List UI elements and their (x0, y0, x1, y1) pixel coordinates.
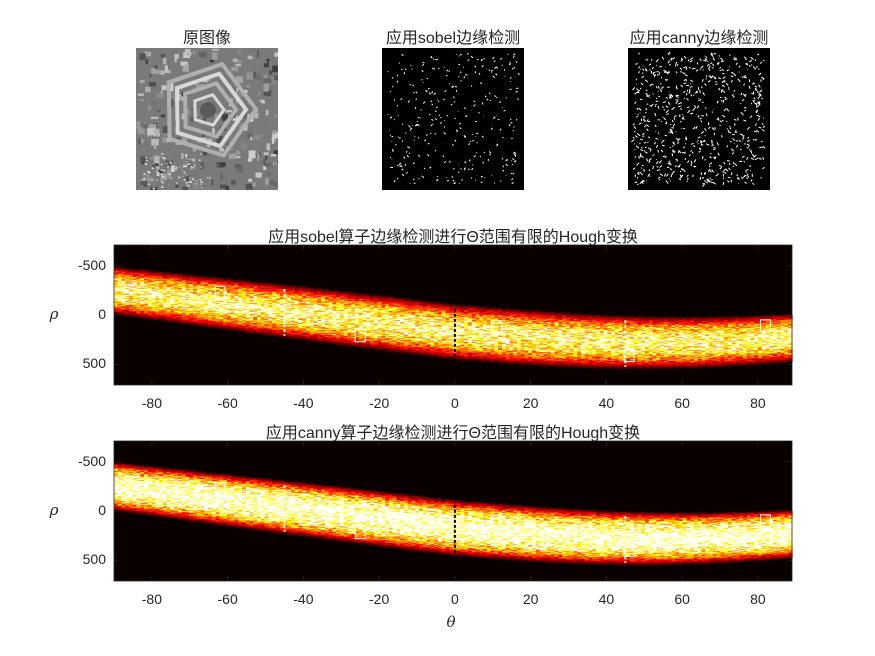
x-tick-label-2: -40 (293, 591, 313, 607)
x-tick-label-6: 40 (599, 395, 615, 411)
hough-peak-marker-4 (759, 319, 771, 333)
hough-peak-marker-4 (691, 530, 703, 544)
y-tick-label-2: 500 (83, 355, 106, 371)
x-axis-label: θ (446, 613, 455, 631)
x-tick-label-2: -40 (293, 395, 313, 411)
x-tick-label-8: 80 (750, 395, 766, 411)
y-axis-label: ρ (50, 305, 59, 323)
x-tick-label-8: 80 (750, 591, 766, 607)
hough-peak-marker-5 (759, 514, 771, 528)
x-tick-label-6: 40 (599, 591, 615, 607)
y-tick-label-2: 500 (83, 551, 106, 567)
canny-edge-map (631, 51, 766, 188)
hough-peak-marker-0 (214, 285, 226, 299)
hough-peak-marker-3 (623, 543, 635, 557)
x-tick-label-7: 60 (674, 395, 690, 411)
canny-edge-image (628, 48, 770, 190)
hough-peak-marker-1 (354, 526, 366, 540)
sobel-edge-map (387, 52, 520, 185)
hough-peak-marker-2 (491, 320, 503, 334)
y-tick-label-0: -500 (78, 257, 106, 273)
hough-peak-marker-2 (491, 514, 503, 528)
hough-canny-title: 应用canny算子边缘检测进行Θ范围有限的Hough变换 (114, 419, 792, 443)
x-tick-label-0: -80 (142, 591, 162, 607)
x-tick-label-0: -80 (142, 395, 162, 411)
y-tick-label-0: -500 (78, 453, 106, 469)
y-tick-label-1: 0 (98, 306, 106, 322)
x-tick-label-1: -60 (218, 395, 238, 411)
x-tick-label-7: 60 (674, 591, 690, 607)
x-tick-label-4: 0 (451, 395, 459, 411)
pentagon-aerial-photo (136, 48, 278, 190)
y-axis-label: ρ (50, 501, 59, 519)
x-tick-label-4: 0 (451, 591, 459, 607)
hough-sobel-title: 应用sobel算子边缘检测进行Θ范围有限的Hough变换 (114, 223, 792, 247)
hough-peak-marker-0 (214, 481, 226, 495)
x-tick-label-5: 20 (523, 591, 539, 607)
sobel-edge-image (382, 48, 524, 190)
x-tick-label-1: -60 (218, 591, 238, 607)
y-tick-label-1: 0 (98, 502, 106, 518)
sobel-image-title: 应用sobel边缘检测 (382, 24, 524, 48)
canny-image-title: 应用canny边缘检测 (628, 24, 770, 48)
hough-peak-marker-3 (623, 348, 635, 362)
original-image-title: 原图像 (136, 24, 278, 48)
x-tick-label-5: 20 (523, 395, 539, 411)
x-tick-label-3: -20 (369, 395, 389, 411)
hough-peak-marker-1 (354, 329, 366, 343)
x-tick-label-3: -20 (369, 591, 389, 607)
original-image (136, 48, 278, 190)
